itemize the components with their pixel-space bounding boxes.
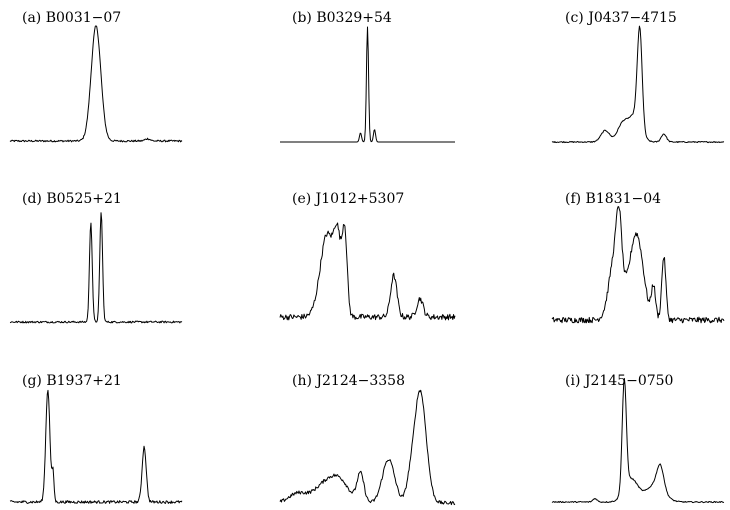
panel-f: (f) B1831−04 — [551, 191, 725, 324]
panel-a-title: (a) B0031−07 — [22, 10, 121, 26]
panel-c: (c) J0437−4715 — [551, 10, 725, 144]
panel-d-profile-line — [9, 212, 183, 324]
panel-e-title: (e) J1012+5307 — [292, 191, 404, 207]
panel-d: (d) B0525+21 — [9, 191, 183, 324]
panel-f-title: (f) B1831−04 — [565, 191, 661, 207]
panel-g-title: (g) B1937+21 — [22, 373, 122, 389]
panel-i-title: (i) J2145−0750 — [565, 373, 673, 389]
panel-b-title: (b) B0329+54 — [292, 10, 392, 26]
panel-a-profile-line — [9, 25, 183, 143]
panel-h-profile-line — [279, 389, 456, 506]
panel-e: (e) J1012+5307 — [279, 191, 456, 321]
panel-g-profile-line — [9, 389, 183, 504]
panel-h-title: (h) J2124−3358 — [292, 373, 405, 389]
panel-h: (h) J2124−3358 — [279, 373, 456, 506]
panel-i-profile-line — [551, 377, 725, 504]
panel-b: (b) B0329+54 — [280, 10, 455, 143]
panel-i: (i) J2145−0750 — [551, 373, 725, 504]
panel-d-title: (d) B0525+21 — [22, 191, 122, 207]
panel-c-title: (c) J0437−4715 — [565, 10, 677, 26]
panel-e-profile-line — [279, 222, 456, 321]
panel-f-profile-line — [551, 206, 725, 324]
panel-g: (g) B1937+21 — [9, 373, 183, 504]
panel-c-profile-line — [551, 25, 725, 144]
panel-a: (a) B0031−07 — [9, 10, 183, 143]
panel-b-profile-line — [280, 26, 455, 143]
